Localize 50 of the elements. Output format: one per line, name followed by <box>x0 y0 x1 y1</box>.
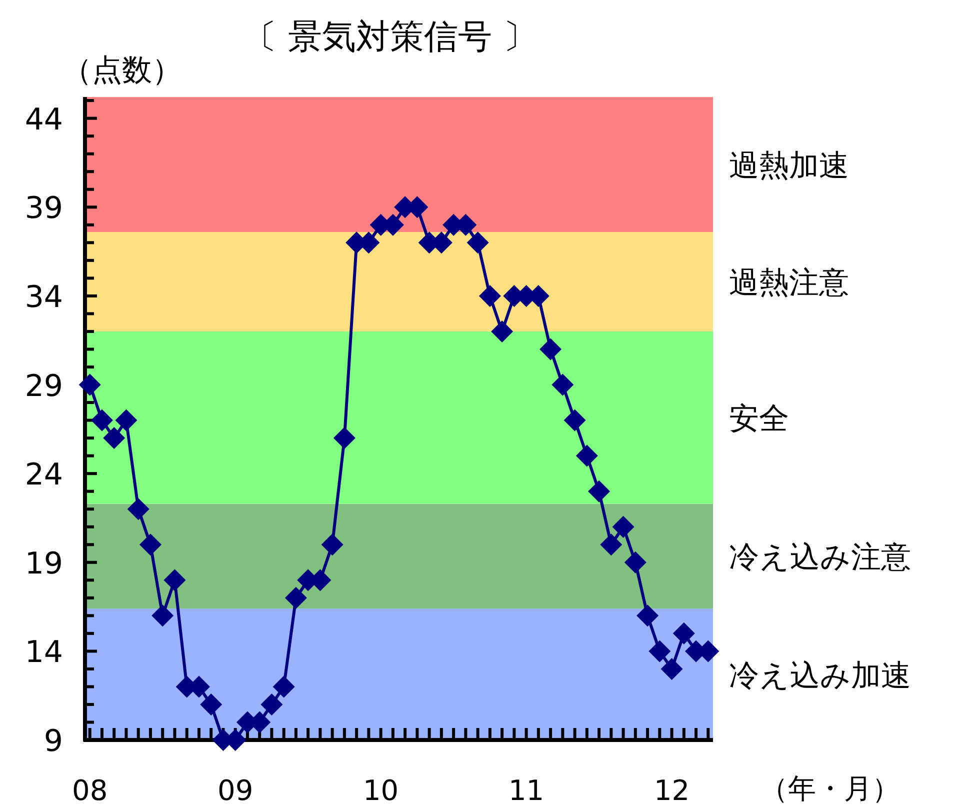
y-tick-label: 14 <box>24 635 63 670</box>
point <box>612 516 634 538</box>
point <box>164 569 186 592</box>
x-tick-label: 10 <box>362 774 399 807</box>
point <box>672 622 695 644</box>
x-tick-label: 09 <box>218 774 254 807</box>
point <box>648 640 671 662</box>
band-label: 過熱加速 <box>729 148 849 184</box>
x-tick-label: 08 <box>72 774 108 807</box>
point <box>272 676 295 698</box>
point <box>284 586 307 609</box>
point <box>660 658 683 680</box>
x-tick-label: 12 <box>654 774 690 807</box>
point <box>78 374 101 396</box>
band-label: 冷え込み注意 <box>729 540 911 576</box>
y-tick-label: 44 <box>24 102 63 138</box>
y-tick-label: 39 <box>24 191 63 226</box>
point <box>90 409 113 432</box>
point <box>624 551 646 574</box>
chart-title: 〔 景気対策信号 〕 <box>243 17 537 57</box>
point <box>152 604 174 627</box>
point <box>552 374 574 396</box>
point <box>576 444 598 467</box>
point <box>636 604 659 627</box>
y-axis-title: （点数） <box>62 53 182 88</box>
point <box>491 320 514 342</box>
band-label: 過熱注意 <box>729 266 849 301</box>
x-axis-title: （年・月） <box>760 772 900 805</box>
x-tick-label: 11 <box>508 774 544 807</box>
point <box>540 338 562 360</box>
point <box>333 427 356 450</box>
point <box>127 498 150 520</box>
point <box>115 409 138 432</box>
point <box>200 693 222 716</box>
point <box>139 534 162 556</box>
point <box>588 480 610 502</box>
point <box>260 693 283 716</box>
point <box>564 409 586 432</box>
y-tick-label: 29 <box>24 368 63 404</box>
y-tick-label: 34 <box>24 280 63 315</box>
y-tick-label: 19 <box>24 546 63 582</box>
y-tick-label: 24 <box>24 458 63 493</box>
point <box>478 284 501 307</box>
point <box>600 534 622 556</box>
point <box>103 427 126 450</box>
point <box>321 534 344 556</box>
y-tick-label: 9 <box>44 724 63 759</box>
point <box>466 232 489 254</box>
band-label: 安全 <box>729 402 789 437</box>
band-label: 冷え込み加速 <box>729 658 911 694</box>
